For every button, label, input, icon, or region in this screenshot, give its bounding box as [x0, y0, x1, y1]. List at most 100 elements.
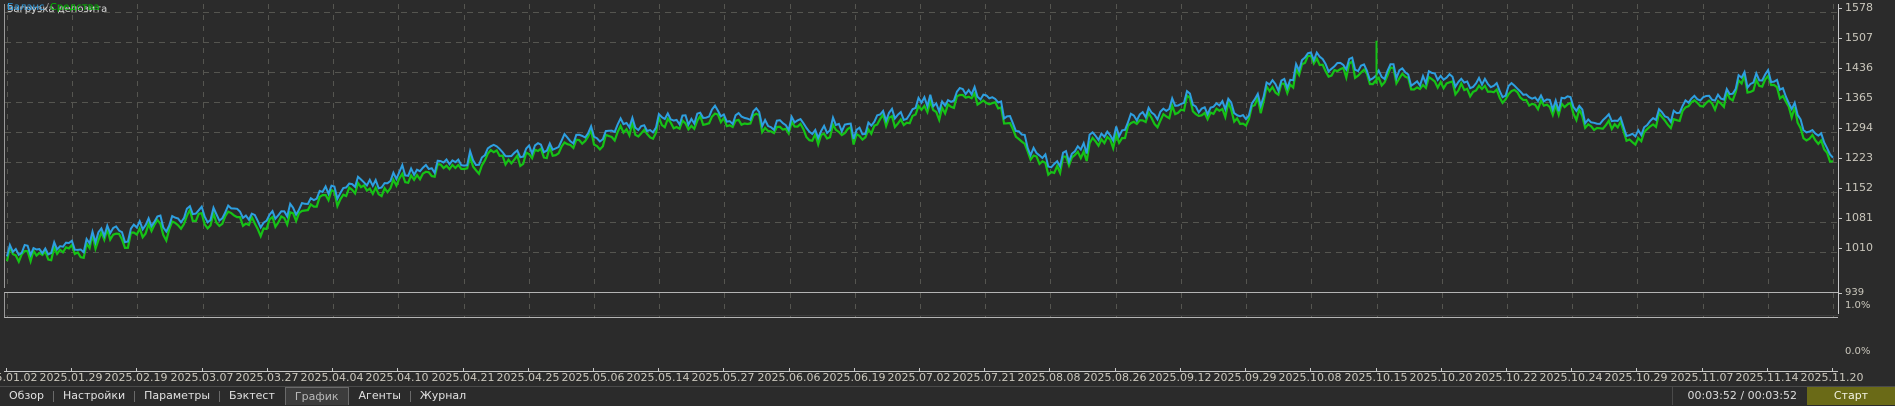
x-axis-tick: [1115, 368, 1116, 372]
x-axis: 0.0%2025.01.022025.01.292025.02.192025.0…: [0, 318, 1895, 384]
x-axis-label: 2025.06.19: [822, 371, 886, 384]
x-axis-label: 2025.10.29: [1604, 371, 1668, 384]
x-axis-tick: [202, 368, 203, 372]
x-axis-tick: [658, 368, 659, 372]
x-axis-label: 2025.05.06: [561, 371, 625, 384]
deposit-load-panel[interactable]: [4, 292, 1839, 318]
chart-legend: Баланс/Средства: [7, 2, 100, 13]
x-axis-tick: [6, 368, 7, 372]
x-axis-tick: [723, 368, 724, 372]
x-axis-tick: [1767, 368, 1768, 372]
y-axis-label: 1507: [1845, 31, 1873, 44]
tab-3[interactable]: Бэктест: [229, 389, 275, 402]
x-axis-label: 2025.11.07: [1670, 371, 1734, 384]
legend-balance-label: Баланс: [7, 2, 45, 13]
x-axis-tick: [789, 368, 790, 372]
x-axis-tick: [463, 368, 464, 372]
y-axis: 1578 1507 1436 1365 1294 1223 1152 1081 1010 939 1…: [1838, 0, 1895, 384]
x-axis-tick: [332, 368, 333, 372]
y-axis-tick: [1838, 158, 1842, 159]
deposit-load-svg: [5, 293, 1839, 317]
y-axis-tick: [1838, 68, 1842, 69]
x-axis-label: 2025.02.19: [104, 371, 168, 384]
y-axis-tick: [1838, 128, 1842, 129]
tab-separator: [409, 390, 411, 402]
x-axis-label: 2025.07.21: [952, 371, 1016, 384]
x-axis-label: 2025.01.29: [39, 371, 103, 384]
x-axis-label: 2025.05.27: [691, 371, 755, 384]
x-axis-tick: [528, 368, 529, 372]
x-axis-line: [4, 371, 1838, 372]
deposit-load-bottom-label: 0.0%: [1845, 346, 1871, 357]
bottom-tab-bar: Обзор Настройки Параметры Бэктест График Аген…: [0, 386, 1895, 405]
y-axis-tick: [1838, 218, 1842, 219]
y-axis-label: 1081: [1845, 211, 1873, 224]
y-axis-tick: [1838, 293, 1842, 294]
x-axis-tick: [1571, 368, 1572, 372]
x-axis-tick: [1832, 368, 1833, 372]
x-axis-label: 2025.08.26: [1083, 371, 1147, 384]
elapsed-time: 00:03:52 / 00:03:52: [1672, 387, 1807, 405]
x-axis-label: 2025.01.02: [0, 371, 38, 384]
y-axis-label: 1365: [1845, 91, 1873, 104]
x-axis-tick: [984, 368, 985, 372]
x-axis-tick: [71, 368, 72, 372]
x-axis-label: 2025.10.08: [1278, 371, 1342, 384]
tab-6[interactable]: Журнал: [419, 389, 467, 402]
x-axis-tick: [1245, 368, 1246, 372]
x-axis-label: 2025.04.21: [431, 371, 495, 384]
tab-5[interactable]: Агенты: [358, 389, 401, 402]
x-axis-label: 2025.03.07: [170, 371, 234, 384]
y-axis-label: 1294: [1845, 121, 1873, 134]
x-axis-label: 2025.05.14: [626, 371, 690, 384]
x-axis-label: 2025.06.06: [757, 371, 821, 384]
tab-2[interactable]: Параметры: [144, 389, 211, 402]
x-axis-label: 2025.10.24: [1539, 371, 1603, 384]
x-axis-label: 2025.08.08: [1017, 371, 1081, 384]
tab-0[interactable]: Обзор: [9, 389, 45, 402]
x-axis-tick: [397, 368, 398, 372]
y-axis-label: 1010: [1845, 241, 1873, 254]
x-axis-tick: [136, 368, 137, 372]
deposit-load-title: Загрузка депозита: [7, 4, 108, 15]
x-axis-label: 2025.10.15: [1344, 371, 1408, 384]
y-axis-label: 1152: [1845, 181, 1873, 194]
y-axis-tick: [1838, 38, 1842, 39]
equity-line: [5, 54, 1834, 266]
x-axis-tick: [854, 368, 855, 372]
x-axis-tick: [267, 368, 268, 372]
y-axis-tick: [1838, 188, 1842, 189]
x-axis-label: 2025.11.20: [1800, 371, 1864, 384]
start-button[interactable]: Старт: [1807, 387, 1895, 405]
x-axis-tick: [593, 368, 594, 372]
y-axis-tick: [1838, 98, 1842, 99]
x-axis-tick: [1049, 368, 1050, 372]
x-axis-tick: [1441, 368, 1442, 372]
x-axis-label: 2025.10.22: [1474, 371, 1538, 384]
x-axis-label: 2025.03.27: [235, 371, 299, 384]
x-axis-label: 2025.09.29: [1213, 371, 1277, 384]
status-area: 00:03:52 / 00:03:52 Старт: [1672, 387, 1895, 405]
chart-panel: Баланс/Средства Загрузка депозита 1578 15…: [0, 0, 1895, 384]
y-axis-line: [1838, 4, 1839, 314]
y-axis-label: 1436: [1845, 61, 1873, 74]
tab-separator: [53, 390, 55, 402]
x-axis-tick: [1506, 368, 1507, 372]
y-axis-tick: [1838, 8, 1842, 9]
balance-line: [6, 50, 1834, 258]
x-axis-tick: [1310, 368, 1311, 372]
x-axis-tick: [1180, 368, 1181, 372]
x-axis-tick: [1376, 368, 1377, 372]
tab-list: Обзор Настройки Параметры Бэктест График Аген…: [0, 387, 475, 405]
balance-equity-plot[interactable]: [4, 4, 1839, 288]
x-axis-tick: [1702, 368, 1703, 372]
x-axis-label: 2025.10.20: [1409, 371, 1473, 384]
tab-1[interactable]: Настройки: [63, 389, 126, 402]
x-axis-label: 2025.04.04: [300, 371, 364, 384]
tab-4[interactable]: График: [284, 387, 349, 405]
y-axis-tick: [1838, 248, 1842, 249]
x-axis-tick: [1636, 368, 1637, 372]
y-axis-label: 939: [1845, 287, 1865, 298]
y-axis-label: 1578: [1845, 1, 1873, 14]
